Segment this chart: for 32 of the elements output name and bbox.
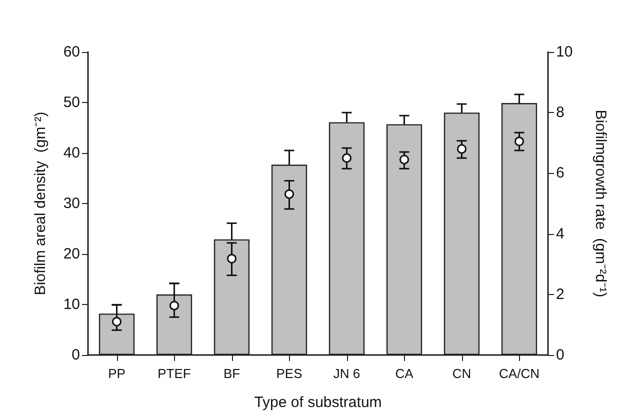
point — [400, 154, 409, 164]
x-tick-label: PP — [108, 366, 126, 381]
point — [227, 254, 236, 264]
y2-tick-label: 6 — [556, 164, 564, 182]
point — [457, 144, 466, 154]
point — [112, 316, 122, 326]
y2-tick-label: 0 — [556, 346, 564, 364]
y-tick-label: 0 — [72, 346, 80, 364]
y2-tick-label: 4 — [556, 225, 564, 242]
x-tick-label: CA/CN — [499, 366, 540, 381]
x-tick-label: BF — [223, 366, 240, 381]
y2-tick-label: 8 — [556, 104, 564, 122]
y-axis-title: Biofilm areal density (gm⁻²) — [32, 112, 49, 296]
y-tick-label: 50 — [63, 94, 80, 111]
x-tick-label: PTEF — [158, 366, 191, 381]
y2-tick-label: 10 — [556, 44, 573, 60]
point — [514, 136, 524, 146]
x-tick-label: CA — [395, 366, 414, 381]
x-tick-label: CN — [452, 366, 472, 381]
x-tick-label: JN 6 — [333, 366, 360, 381]
y2-tick-label: 2 — [556, 286, 564, 303]
y-tick-label: 20 — [63, 246, 80, 262]
y2-axis-title: Biofilmgrowth rate (gm⁻²d⁻¹) — [592, 110, 609, 298]
x-tick-label: PES — [276, 366, 303, 381]
y-tick-label: 10 — [63, 296, 80, 313]
y-tick-label: 60 — [63, 44, 80, 60]
point — [284, 189, 294, 199]
x-axis-title: Type of substratum — [254, 394, 382, 411]
point — [170, 300, 179, 310]
point — [342, 153, 352, 163]
y-tick-label: 30 — [63, 195, 80, 212]
y-tick-label: 40 — [63, 144, 80, 162]
